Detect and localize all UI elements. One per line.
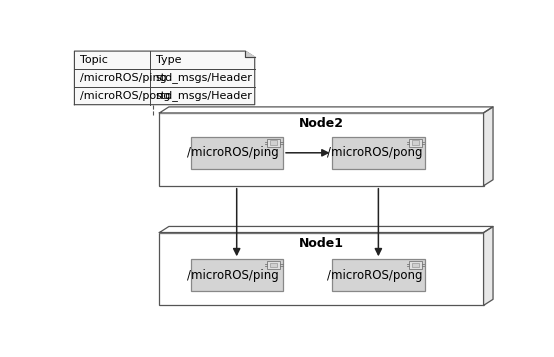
Bar — [191, 137, 283, 169]
Text: Type: Type — [156, 55, 181, 65]
Bar — [160, 113, 484, 186]
Bar — [160, 232, 484, 305]
Polygon shape — [484, 107, 493, 186]
Polygon shape — [484, 226, 493, 305]
Bar — [332, 259, 424, 291]
Bar — [412, 141, 419, 145]
Polygon shape — [160, 226, 493, 232]
Bar — [191, 259, 283, 291]
Text: Node2: Node2 — [299, 117, 344, 130]
Text: std_msgs/Header: std_msgs/Header — [156, 72, 253, 83]
Text: Topic: Topic — [80, 55, 107, 65]
Bar — [332, 137, 424, 169]
Text: /microROS/ping: /microROS/ping — [80, 73, 167, 83]
Text: std_msgs/Header: std_msgs/Header — [156, 90, 253, 101]
Text: /microROS/pong: /microROS/pong — [327, 146, 422, 159]
Bar — [268, 261, 280, 269]
Bar — [409, 261, 422, 269]
Bar — [268, 139, 280, 147]
Text: /microROS/ping: /microROS/ping — [187, 146, 279, 159]
Polygon shape — [160, 107, 493, 113]
Text: /microROS/pong: /microROS/pong — [80, 91, 170, 101]
Text: /microROS/ping: /microROS/ping — [187, 268, 279, 282]
Bar — [412, 263, 419, 267]
Bar — [270, 141, 278, 145]
Bar — [270, 263, 278, 267]
Polygon shape — [74, 51, 255, 105]
Text: /microROS/pong: /microROS/pong — [327, 268, 422, 282]
Polygon shape — [245, 51, 255, 57]
Bar — [409, 139, 422, 147]
Text: Node1: Node1 — [299, 237, 344, 250]
